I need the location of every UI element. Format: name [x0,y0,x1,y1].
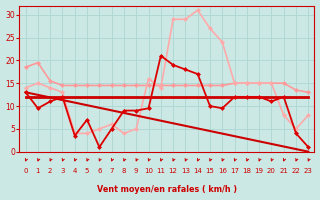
X-axis label: Vent moyen/en rafales ( km/h ): Vent moyen/en rafales ( km/h ) [97,185,237,194]
